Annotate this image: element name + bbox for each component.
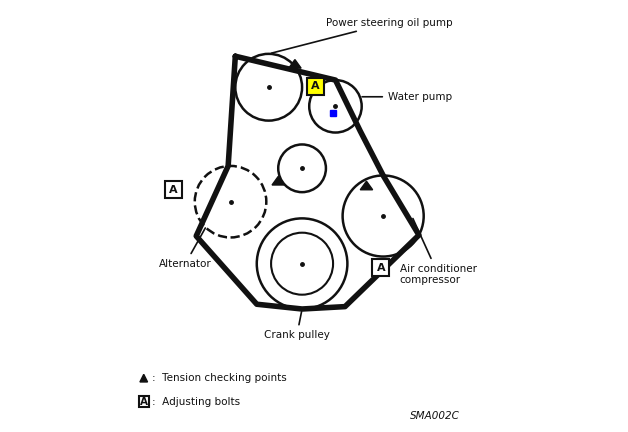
Text: :  Adjusting bolts: : Adjusting bolts (152, 397, 240, 407)
FancyBboxPatch shape (139, 396, 149, 407)
Text: A: A (311, 81, 320, 91)
Polygon shape (360, 181, 372, 190)
Text: :  Tension checking points: : Tension checking points (152, 373, 286, 383)
Text: A: A (140, 397, 148, 407)
Polygon shape (140, 375, 148, 382)
Text: Crank pulley: Crank pulley (264, 312, 330, 340)
FancyBboxPatch shape (372, 259, 389, 276)
Text: Alternator: Alternator (159, 228, 212, 269)
Text: SMA002C: SMA002C (409, 411, 460, 421)
Text: A: A (376, 263, 385, 273)
Text: A: A (169, 185, 178, 195)
Text: Power steering oil pump: Power steering oil pump (271, 18, 453, 53)
Polygon shape (289, 60, 301, 68)
Text: Air conditioner
compressor: Air conditioner compressor (400, 219, 477, 285)
FancyBboxPatch shape (165, 181, 182, 198)
Text: Water pump: Water pump (362, 92, 452, 102)
Polygon shape (272, 176, 284, 185)
FancyBboxPatch shape (307, 78, 324, 95)
